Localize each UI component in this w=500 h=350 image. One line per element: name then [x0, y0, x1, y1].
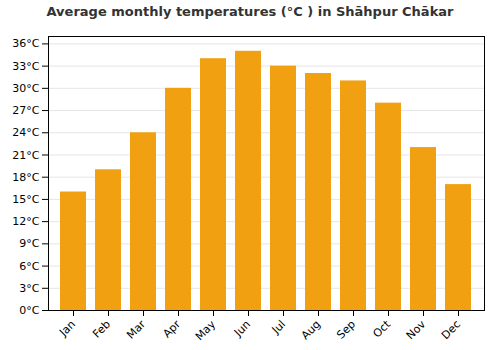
svg-text:Jan: Jan: [56, 318, 78, 340]
svg-text:Dec: Dec: [439, 318, 463, 342]
svg-text:36°C: 36°C: [12, 37, 39, 50]
svg-text:12°C: 12°C: [12, 215, 39, 228]
svg-text:9°C: 9°C: [19, 237, 39, 250]
svg-text:6°C: 6°C: [19, 260, 39, 273]
svg-text:15°C: 15°C: [12, 193, 39, 206]
svg-text:Mar: Mar: [124, 317, 148, 341]
svg-text:33°C: 33°C: [12, 60, 39, 73]
svg-text:Jul: Jul: [269, 318, 288, 337]
svg-text:21°C: 21°C: [12, 149, 39, 162]
svg-text:0°C: 0°C: [19, 304, 39, 317]
html-text:Average monthly temperatures (: Average monthly temperatures (°C ) in Sh…: [46, 4, 454, 19]
svg-text:Apr: Apr: [160, 317, 183, 340]
svg-text:30°C: 30°C: [12, 82, 39, 95]
svg-text:May: May: [193, 317, 219, 343]
svg-text:Oct: Oct: [370, 317, 393, 340]
svg-text:Aug: Aug: [299, 318, 323, 342]
svg-text:Sep: Sep: [334, 318, 358, 342]
svg-text:24°C: 24°C: [12, 126, 39, 139]
svg-text:3°C: 3°C: [19, 282, 39, 295]
svg-text:Jun: Jun: [231, 318, 253, 340]
svg-text:18°C: 18°C: [12, 171, 39, 184]
svg-text:Nov: Nov: [404, 317, 429, 342]
svg-text:27°C: 27°C: [12, 104, 39, 117]
svg-text:Feb: Feb: [90, 318, 113, 341]
